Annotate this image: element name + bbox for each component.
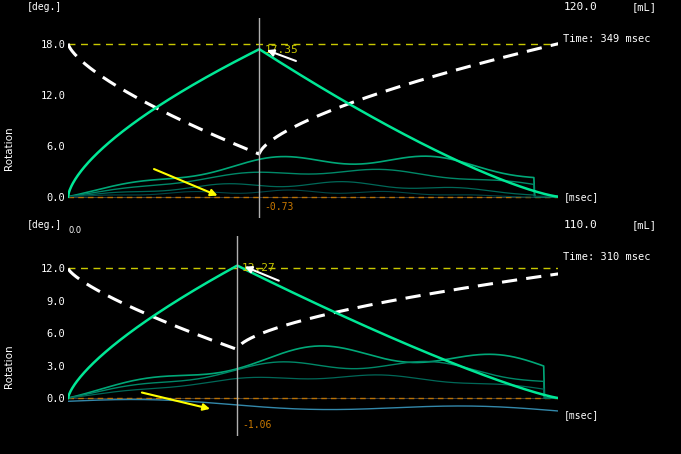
Text: 17.35: 17.35 [264, 45, 298, 55]
Text: -0.73: -0.73 [264, 202, 294, 212]
Text: [deg.]: [deg.] [27, 2, 62, 12]
Text: Time: 349 msec: Time: 349 msec [563, 34, 651, 44]
Text: [mL]: [mL] [632, 220, 657, 230]
Text: 12.27: 12.27 [242, 263, 276, 273]
Text: [mL]: [mL] [632, 2, 657, 12]
Text: Time: 310 msec: Time: 310 msec [563, 252, 651, 262]
Text: 120.0: 120.0 [563, 2, 597, 12]
Text: [msec]: [msec] [563, 192, 599, 202]
Text: [deg.]: [deg.] [27, 220, 62, 230]
Text: Rotation: Rotation [4, 344, 14, 388]
Text: Rotation: Rotation [4, 126, 14, 170]
Text: -1.06: -1.06 [242, 420, 272, 430]
Text: [msec]: [msec] [563, 410, 599, 420]
Text: 0.0: 0.0 [68, 226, 81, 235]
Text: 110.0: 110.0 [563, 220, 597, 230]
